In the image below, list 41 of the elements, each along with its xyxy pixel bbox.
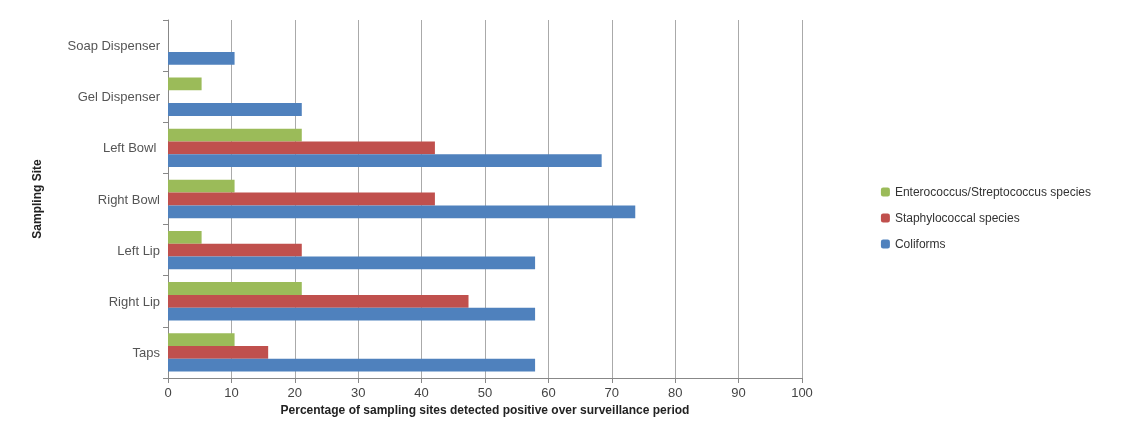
legend-label: Enterococcus/Streptococcus species	[894, 185, 1092, 199]
bar	[168, 141, 435, 155]
x-tick-label: 70	[604, 385, 620, 400]
bar	[168, 77, 202, 91]
bar	[168, 128, 302, 142]
y-tick-label: Right Lip	[108, 293, 160, 309]
x-tick-label: 60	[541, 385, 556, 400]
bar	[168, 282, 302, 295]
y-tick-label: Right Bowl	[97, 191, 161, 207]
bar	[168, 179, 235, 193]
x-tick-label: 40	[414, 385, 429, 400]
x-tick-label: 90	[731, 385, 746, 400]
bar	[168, 192, 435, 206]
bar	[168, 205, 636, 219]
bar	[168, 103, 302, 116]
x-tick-label: 10	[224, 385, 239, 400]
bar	[168, 154, 602, 168]
legend-label: Coliforms	[894, 237, 946, 251]
bar	[168, 294, 469, 308]
bar	[168, 333, 235, 347]
legend-label: Staphylococcal species	[894, 211, 1020, 225]
bar	[168, 256, 536, 270]
bar	[168, 230, 202, 244]
bar	[168, 346, 269, 359]
bar	[168, 51, 235, 65]
bar	[168, 243, 302, 257]
x-axis-title: Percentage of sampling sites detected positive over surveillance period	[280, 403, 690, 417]
x-tick-label: 100	[791, 385, 813, 400]
x-tick-label: 30	[350, 385, 366, 400]
bar	[168, 307, 536, 321]
x-tick-label: 20	[287, 385, 303, 400]
bar	[168, 358, 536, 372]
y-tick-label: Left Bowl	[102, 140, 160, 156]
y-axis-title: Sampling Site	[30, 159, 44, 239]
y-tick-label: Taps	[132, 344, 161, 360]
x-tick-label: 80	[667, 385, 683, 400]
x-tick-label: 50	[477, 385, 493, 400]
x-tick-label: 0	[164, 385, 172, 400]
y-tick-label: Gel Dispenser	[77, 89, 161, 105]
y-tick-label: Soap Dispenser	[67, 38, 161, 54]
y-tick-label: Left Lip	[117, 242, 160, 258]
